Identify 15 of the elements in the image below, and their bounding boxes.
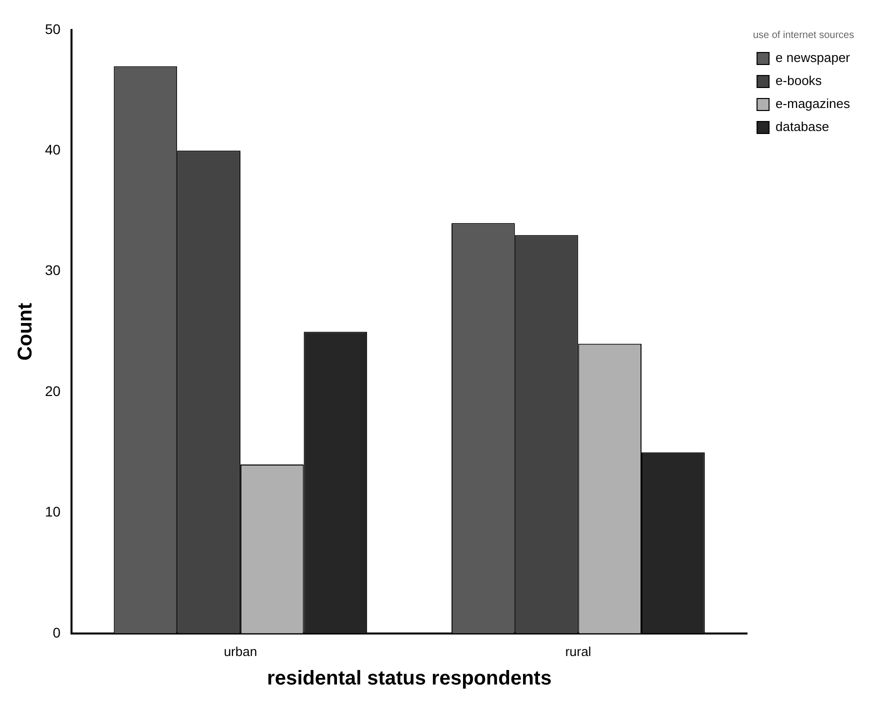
x-tick-label: rural bbox=[565, 644, 592, 659]
legend-title: use of internet sources bbox=[752, 30, 854, 41]
y-tick-label: 40 bbox=[44, 142, 61, 158]
legend-label: e-magazines bbox=[776, 96, 850, 112]
legend-label: database bbox=[776, 119, 830, 134]
y-tick-label: 30 bbox=[44, 262, 61, 278]
x-tick-label: urban bbox=[224, 644, 258, 659]
y-tick-label: 10 bbox=[44, 504, 61, 520]
legend-label: e-books bbox=[776, 73, 822, 88]
legend-label: e newspaper bbox=[776, 50, 851, 66]
x-axis-title: residental status respondents bbox=[267, 668, 552, 690]
y-axis-title: Count bbox=[14, 302, 37, 361]
y-tick-label: 0 bbox=[52, 624, 61, 640]
y-tick-label: 20 bbox=[44, 382, 61, 399]
y-tick-label: 50 bbox=[44, 20, 61, 37]
